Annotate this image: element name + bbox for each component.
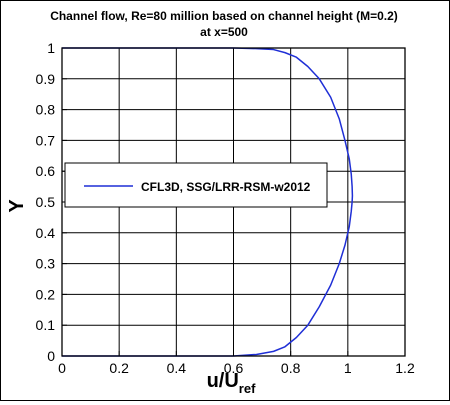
y-tick-label: 0.4 (36, 225, 56, 241)
y-axis-label: Y (6, 199, 28, 213)
y-tick-label: 0 (47, 348, 55, 364)
y-tick-labels: 0 0.1 0.2 0.3 0.4 0.5 0.6 0.7 0.8 0.9 1 (36, 40, 56, 364)
y-tick-label: 0.3 (36, 256, 56, 272)
series-curves (62, 47, 354, 357)
y-tick-label: 0.2 (36, 286, 56, 302)
y-tick-label: 0.9 (36, 71, 56, 87)
y-tick-label: 1 (47, 40, 55, 56)
chart-title-line1: Channel flow, Re=80 million based on cha… (50, 9, 398, 23)
chart-title-line2: at x=500 (200, 25, 248, 39)
y-tick-label: 0.8 (36, 102, 56, 118)
x-tick-label: 0 (58, 360, 66, 376)
legend-box (64, 162, 328, 208)
x-tick-label: 0.8 (281, 360, 301, 376)
series-line (62, 47, 354, 357)
x-axis-label-subscript: ref (239, 381, 256, 396)
x-tick-label: 0.2 (109, 360, 129, 376)
x-tick-label: 0.6 (224, 360, 244, 376)
x-axis-label: u/Uref (207, 370, 257, 396)
y-tick-label: 0.7 (36, 132, 56, 148)
legend-label: CFL3D, SSG/LRR-RSM-w2012 (141, 180, 311, 194)
legend: CFL3D, SSG/LRR-RSM-w2012 (64, 162, 328, 208)
x-tick-label: 1.2 (395, 360, 415, 376)
x-tick-label: 1 (344, 360, 352, 376)
y-tick-label: 0.1 (36, 317, 56, 333)
x-tick-labels: 0 0.2 0.4 0.6 0.8 1 1.2 (58, 360, 415, 376)
y-tick-label: 0.5 (36, 194, 56, 210)
y-tick-label: 0.6 (36, 163, 56, 179)
x-tick-label: 0.4 (167, 360, 187, 376)
